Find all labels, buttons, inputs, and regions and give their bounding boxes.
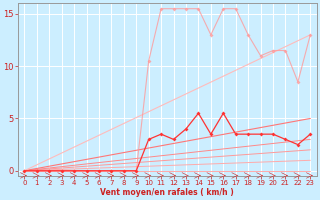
X-axis label: Vent moyen/en rafales ( km/h ): Vent moyen/en rafales ( km/h ) [100,188,234,197]
